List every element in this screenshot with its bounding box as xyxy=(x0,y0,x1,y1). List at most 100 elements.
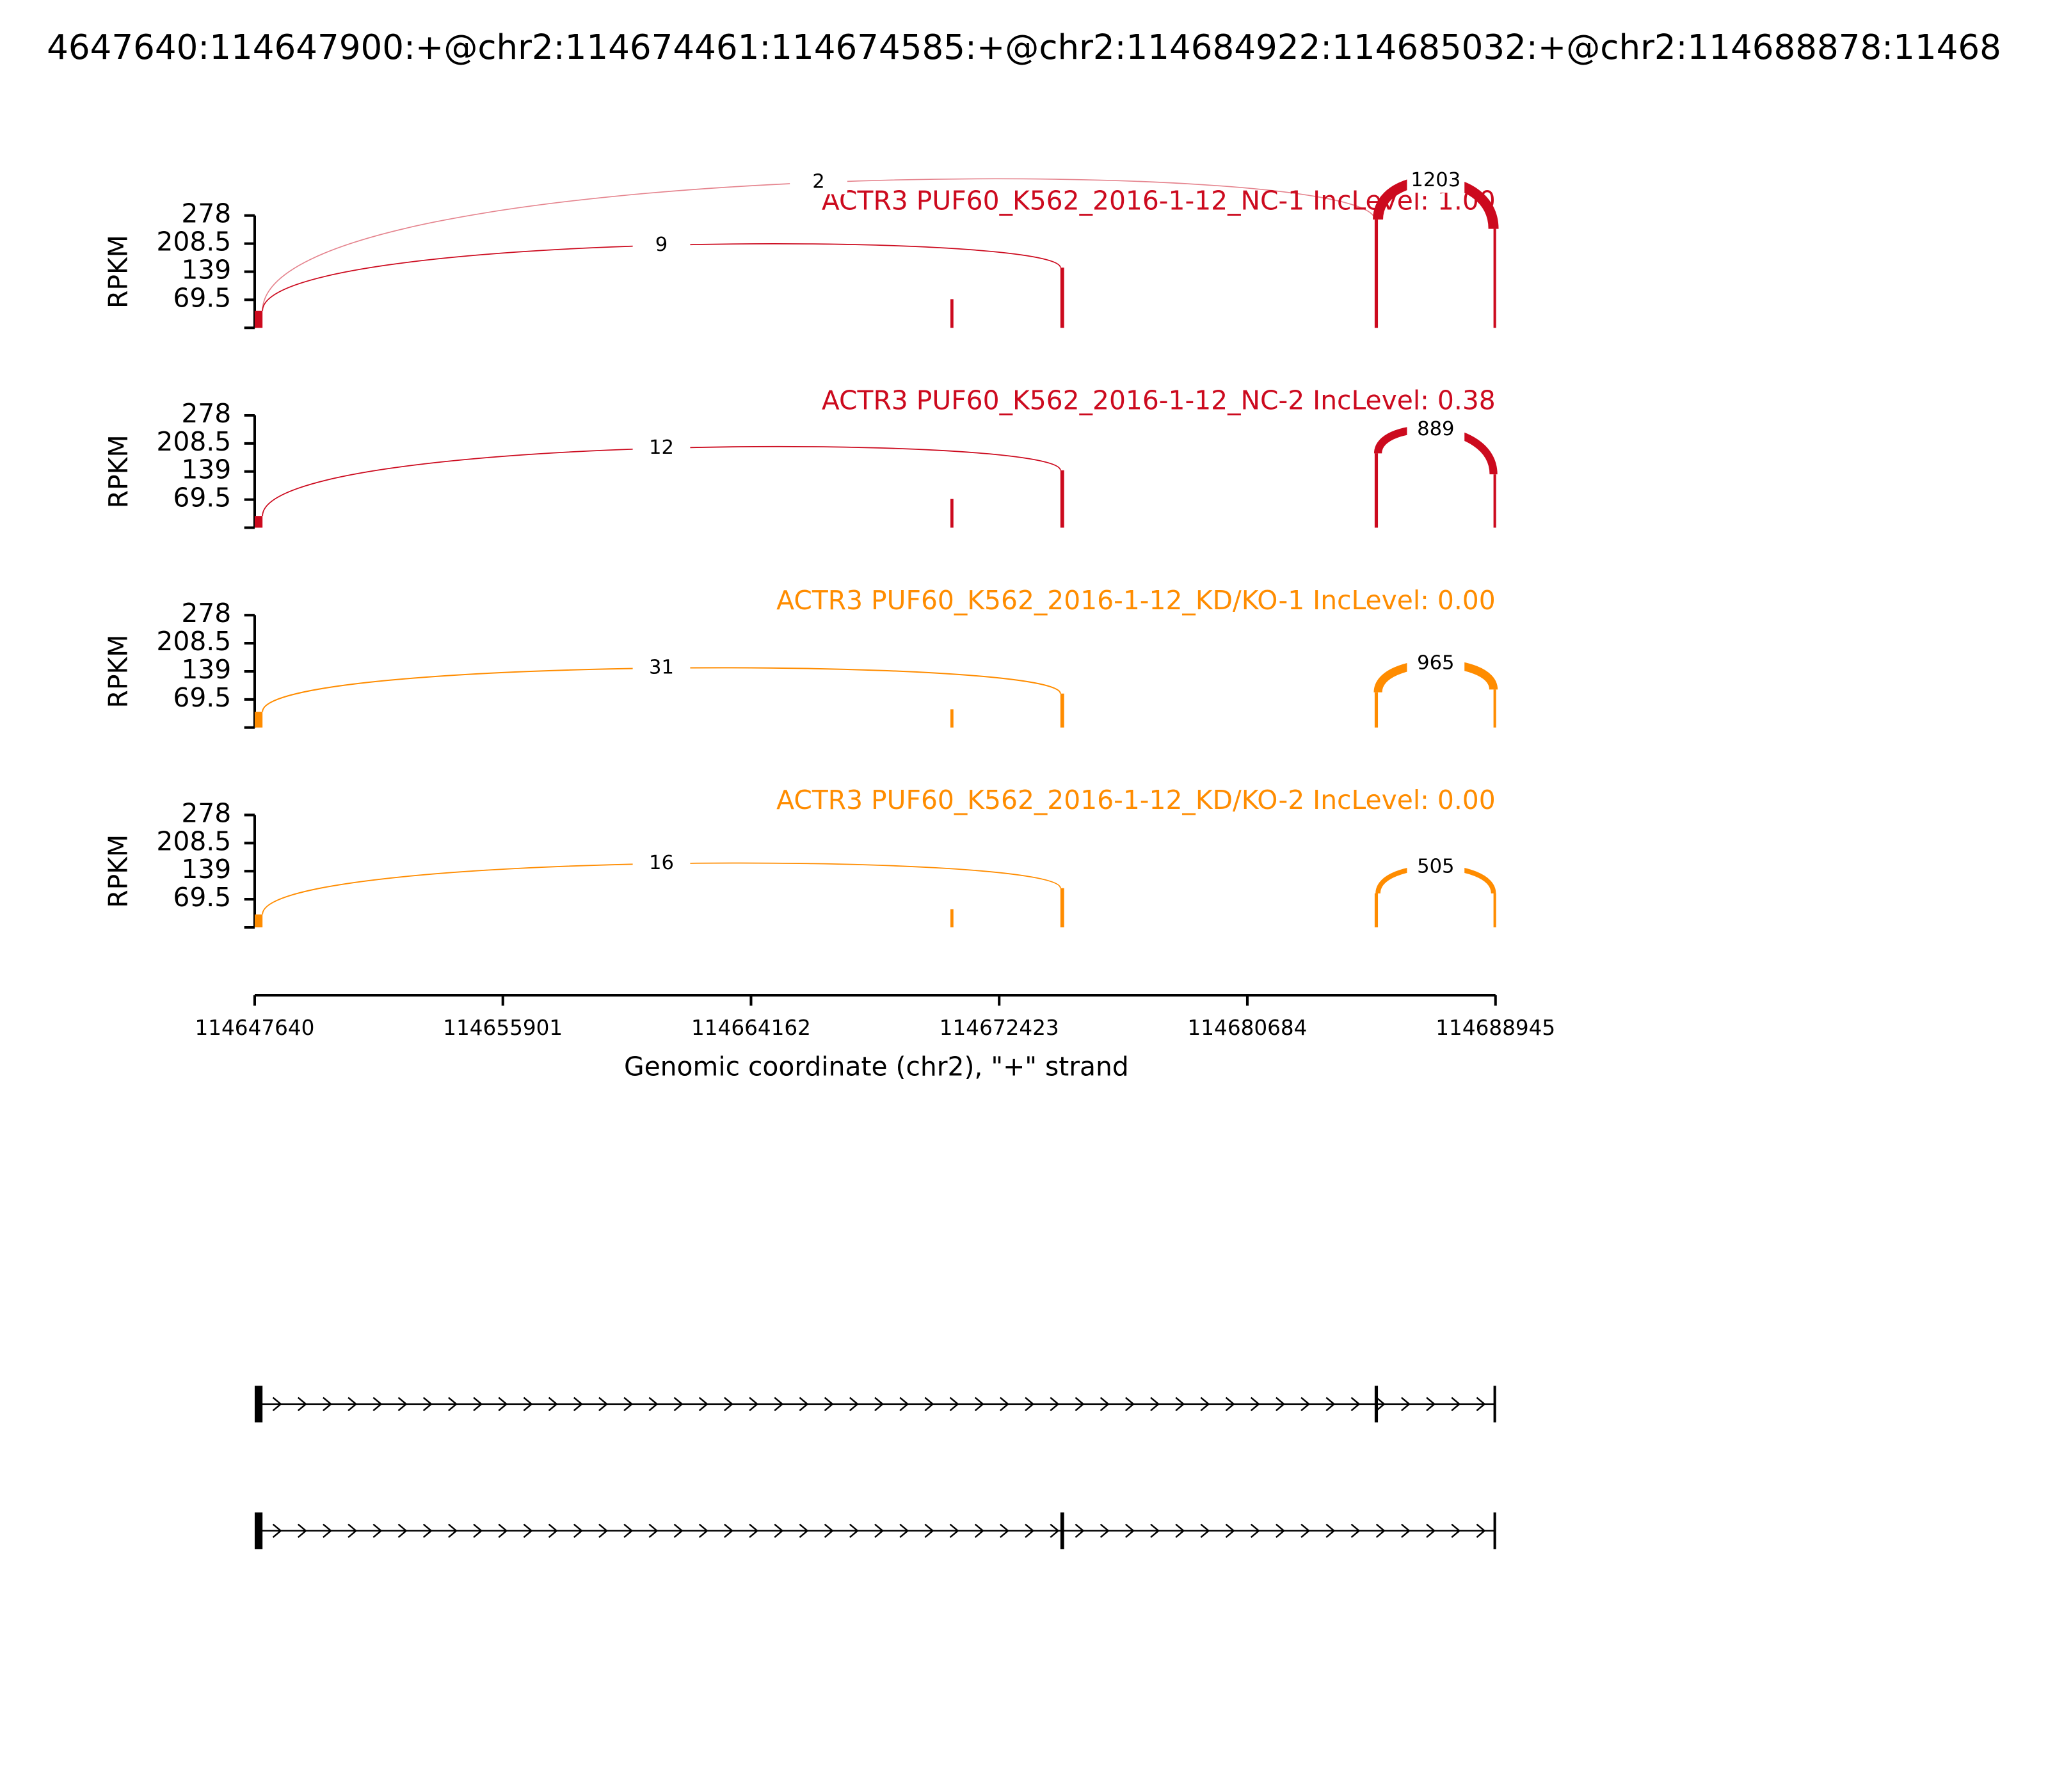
strand-arrow xyxy=(724,1396,733,1412)
y-tick-label: 69.5 xyxy=(173,483,231,513)
y-tick-label: 69.5 xyxy=(173,682,231,713)
strand-arrow xyxy=(1451,1396,1461,1412)
coverage-bar xyxy=(254,712,263,728)
y-tick-label: 139 xyxy=(181,254,231,285)
y-tick-label: 139 xyxy=(181,854,231,884)
strand-arrow xyxy=(1476,1396,1486,1412)
strand-arrow xyxy=(1175,1523,1185,1538)
strand-arrow xyxy=(698,1396,708,1412)
junction-label: 12 xyxy=(649,436,674,459)
coverage-bar xyxy=(950,499,954,528)
strand-arrow xyxy=(1401,1396,1411,1412)
coverage-bar xyxy=(1374,692,1379,728)
strand-arrow xyxy=(623,1396,634,1412)
chart-title: 4647640:114647900:+@chr2:114674461:11467… xyxy=(47,28,2001,67)
strand-arrow xyxy=(1300,1396,1311,1412)
exon xyxy=(1060,1512,1064,1549)
x-tick-label: 114647640 xyxy=(195,1016,315,1040)
y-tick-label: 208.5 xyxy=(156,227,231,257)
strand-arrow xyxy=(949,1523,959,1538)
junction-label-box xyxy=(790,170,847,195)
y-axis-label: RPKM xyxy=(103,235,134,308)
strand-arrow xyxy=(498,1396,508,1412)
strand-arrow xyxy=(1175,1396,1185,1412)
strand-arrow xyxy=(698,1523,708,1538)
strand-arrow xyxy=(648,1396,659,1412)
y-tick-label: 139 xyxy=(181,454,231,485)
strand-arrow xyxy=(949,1396,959,1412)
strand-arrow xyxy=(473,1396,483,1412)
strand-arrow xyxy=(1325,1523,1336,1538)
strand-arrow xyxy=(874,1396,884,1412)
x-tick-label: 114672423 xyxy=(940,1016,1059,1040)
strand-arrow xyxy=(1476,1523,1486,1538)
strand-arrow xyxy=(824,1396,834,1412)
strand-arrow xyxy=(1225,1523,1235,1538)
strand-arrow xyxy=(849,1396,859,1412)
strand-arrow xyxy=(1025,1523,1035,1538)
strand-arrow xyxy=(372,1523,383,1538)
junction-label-box xyxy=(632,436,691,460)
strand-arrow xyxy=(1200,1396,1210,1412)
strand-arrow xyxy=(874,1523,884,1538)
strand-arrow xyxy=(297,1523,307,1538)
coverage-bar xyxy=(1060,470,1064,528)
coverage-bar xyxy=(254,310,263,328)
strand-arrow xyxy=(422,1396,433,1412)
strand-arrow xyxy=(1075,1396,1085,1412)
strand-arrow xyxy=(397,1396,408,1412)
strand-arrow xyxy=(598,1396,609,1412)
strand-arrow xyxy=(724,1523,733,1538)
junction-label-box xyxy=(1407,855,1465,879)
coverage-bar xyxy=(1060,268,1064,328)
x-tick-label: 114680684 xyxy=(1188,1016,1308,1040)
strand-arrow xyxy=(372,1396,383,1412)
strand-arrow xyxy=(548,1396,558,1412)
strand-arrow xyxy=(1075,1523,1085,1538)
strand-arrow xyxy=(573,1396,583,1412)
coverage-bar xyxy=(1493,893,1496,927)
strand-arrow xyxy=(1375,1396,1386,1412)
strand-arrow xyxy=(749,1396,759,1412)
strand-arrow xyxy=(1000,1396,1010,1412)
strand-arrow xyxy=(1350,1523,1361,1538)
strand-arrow xyxy=(749,1523,759,1538)
strand-arrow xyxy=(1350,1396,1361,1412)
y-tick-label: 278 xyxy=(181,598,231,628)
strand-arrow xyxy=(297,1396,307,1412)
y-tick-label: 208.5 xyxy=(156,826,231,856)
strand-arrow xyxy=(1375,1523,1386,1538)
strand-arrow xyxy=(1150,1523,1160,1538)
junction-label: 965 xyxy=(1417,652,1454,675)
strand-arrow xyxy=(598,1523,609,1538)
strand-arrow xyxy=(523,1523,533,1538)
strand-arrow xyxy=(473,1523,483,1538)
coverage-bar xyxy=(1374,893,1379,927)
strand-arrow xyxy=(1050,1396,1060,1412)
strand-arrow xyxy=(272,1396,282,1412)
y-tick-label: 69.5 xyxy=(173,882,231,913)
coverage-bar xyxy=(254,914,263,927)
strand-arrow xyxy=(799,1396,809,1412)
strand-arrow xyxy=(673,1396,684,1412)
strand-arrow xyxy=(1050,1523,1060,1538)
y-tick-label: 278 xyxy=(181,797,231,828)
strand-arrow xyxy=(824,1523,834,1538)
strand-arrow xyxy=(899,1396,909,1412)
y-tick-label: 278 xyxy=(181,198,231,229)
junction-label: 889 xyxy=(1417,418,1454,440)
junction-label: 505 xyxy=(1417,856,1454,878)
coverage-bar xyxy=(1374,453,1379,528)
coverage-bar xyxy=(1493,689,1496,728)
coverage-bar xyxy=(1060,693,1064,728)
strand-arrow xyxy=(1250,1523,1260,1538)
strand-arrow xyxy=(1276,1523,1286,1538)
strand-arrow xyxy=(1401,1523,1411,1538)
coverage-bar xyxy=(1374,220,1379,328)
y-tick-label: 208.5 xyxy=(156,626,231,657)
coverage-bar xyxy=(950,909,954,927)
strand-arrow xyxy=(348,1396,358,1412)
strand-arrow xyxy=(648,1523,659,1538)
strand-arrow xyxy=(1124,1523,1135,1538)
coverage-bar xyxy=(1493,228,1496,328)
